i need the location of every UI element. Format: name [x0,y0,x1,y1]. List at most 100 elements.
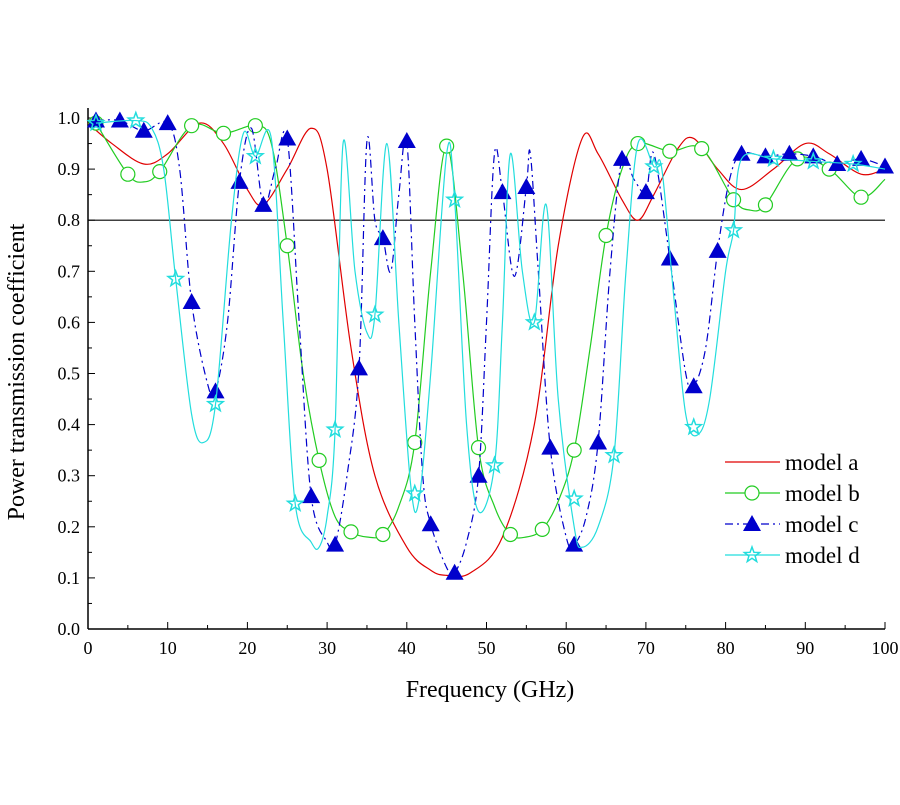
data-point-model-b [343,524,359,540]
data-point-model-c [373,229,392,246]
y-tick-label: 0.7 [58,261,81,281]
x-tick-label: 50 [478,638,496,658]
data-point-model-c [636,183,655,200]
data-point-model-c [349,359,368,376]
y-tick-label: 0.1 [58,568,81,588]
data-point-model-d [484,455,505,474]
x-tick-label: 70 [637,638,655,658]
data-point-model-d [444,189,465,209]
legend-label-model-d: model d [785,543,860,568]
data-point-model-b [311,452,327,468]
data-point-model-d [365,304,385,323]
data-point-model-b [853,189,869,205]
x-tick-label: 20 [238,638,256,658]
data-point-model-c [230,172,249,189]
data-point-model-c [469,466,488,483]
series-line-model-a [87,122,886,578]
data-point-model-c [302,487,321,504]
x-tick-label: 0 [84,638,93,658]
data-point-model-d [684,416,704,436]
data-point-model-b [184,118,200,134]
data-point-model-c [780,144,799,161]
data-point-model-d [86,112,106,132]
data-point-model-b [375,526,391,543]
data-point-model-b [598,227,614,244]
y-tick-label: 0.9 [58,159,81,179]
data-point-model-b [566,442,582,458]
y-tick-label: 0.2 [58,517,81,537]
x-axis-label: Frequency (GHz) [406,677,575,703]
legend-label-model-c: model c [785,512,858,537]
data-point-model-b [407,434,423,451]
data-point-model-c [254,195,273,212]
data-point-model-c [565,535,584,552]
data-point-model-c [206,382,225,399]
legend-label-model-b: model b [785,481,860,506]
legend-label-model-a: model a [785,450,858,475]
data-point-model-b [215,125,232,141]
plot-area [86,110,894,580]
data-point-model-c [852,149,871,166]
x-tick-label: 100 [872,638,899,658]
data-point-model-c [421,515,440,532]
x-tick-label: 60 [557,638,575,658]
data-point-model-b [120,166,136,182]
data-point-model-c [732,144,751,161]
data-point-model-d [644,156,664,175]
data-point-model-d [723,220,744,239]
y-tick-label: 0.3 [58,466,81,486]
y-tick-label: 0.8 [58,210,81,230]
data-point-model-b [757,197,774,213]
data-point-model-b [247,118,263,134]
x-tick-label: 90 [796,638,814,658]
data-point-model-b [279,238,295,254]
x-tick-label: 80 [717,638,735,658]
data-point-model-c [445,563,464,580]
legend-marker-model-b [744,485,760,501]
data-point-model-d [126,110,146,129]
data-point-model-c [134,121,153,138]
data-point-model-c [541,438,560,455]
data-point-model-d [405,483,425,502]
y-tick-label: 0.6 [58,312,81,332]
data-point-model-c [517,177,536,194]
data-point-model-d [245,146,266,165]
data-point-model-d [843,153,863,173]
x-tick-label: 30 [318,638,336,658]
y-tick-label: 0.4 [58,415,81,435]
data-point-model-b [470,439,487,456]
data-point-model-d [285,493,305,513]
legend: model a model b model c model d [725,450,860,568]
data-point-model-c [684,377,703,394]
axes: 0 10 20 30 40 50 60 70 80 90 100 0.0 0.1 0.2 0.3 0.4 0.5… [58,108,899,658]
data-point-model-d [165,268,186,288]
data-point-model-b [662,143,678,159]
data-point-model-c [493,183,512,200]
data-point-model-b [694,141,710,157]
series-line-model-c [95,119,886,576]
data-point-model-b [502,526,519,543]
data-point-model-c [708,241,727,258]
series-line-model-d [95,119,886,550]
data-point-model-c [589,433,608,450]
data-point-model-d [763,148,784,168]
legend-marker-model-c [743,515,761,531]
data-point-model-d [325,419,345,438]
data-point-model-c [326,535,345,552]
x-tick-label: 10 [159,638,177,658]
data-point-model-d [604,445,624,464]
x-tick-label: 40 [398,638,416,658]
data-point-model-c [158,114,177,131]
series-line-model-b [95,122,886,539]
y-tick-label: 1.0 [58,108,81,128]
data-point-model-c [110,111,129,128]
data-point-model-d [564,488,584,507]
data-point-model-b [725,192,742,208]
data-point-model-c [397,131,416,148]
data-point-model-b [534,521,550,537]
data-point-model-d [205,393,226,413]
y-tick-label: 0.5 [58,364,81,384]
data-point-model-c [182,292,201,309]
